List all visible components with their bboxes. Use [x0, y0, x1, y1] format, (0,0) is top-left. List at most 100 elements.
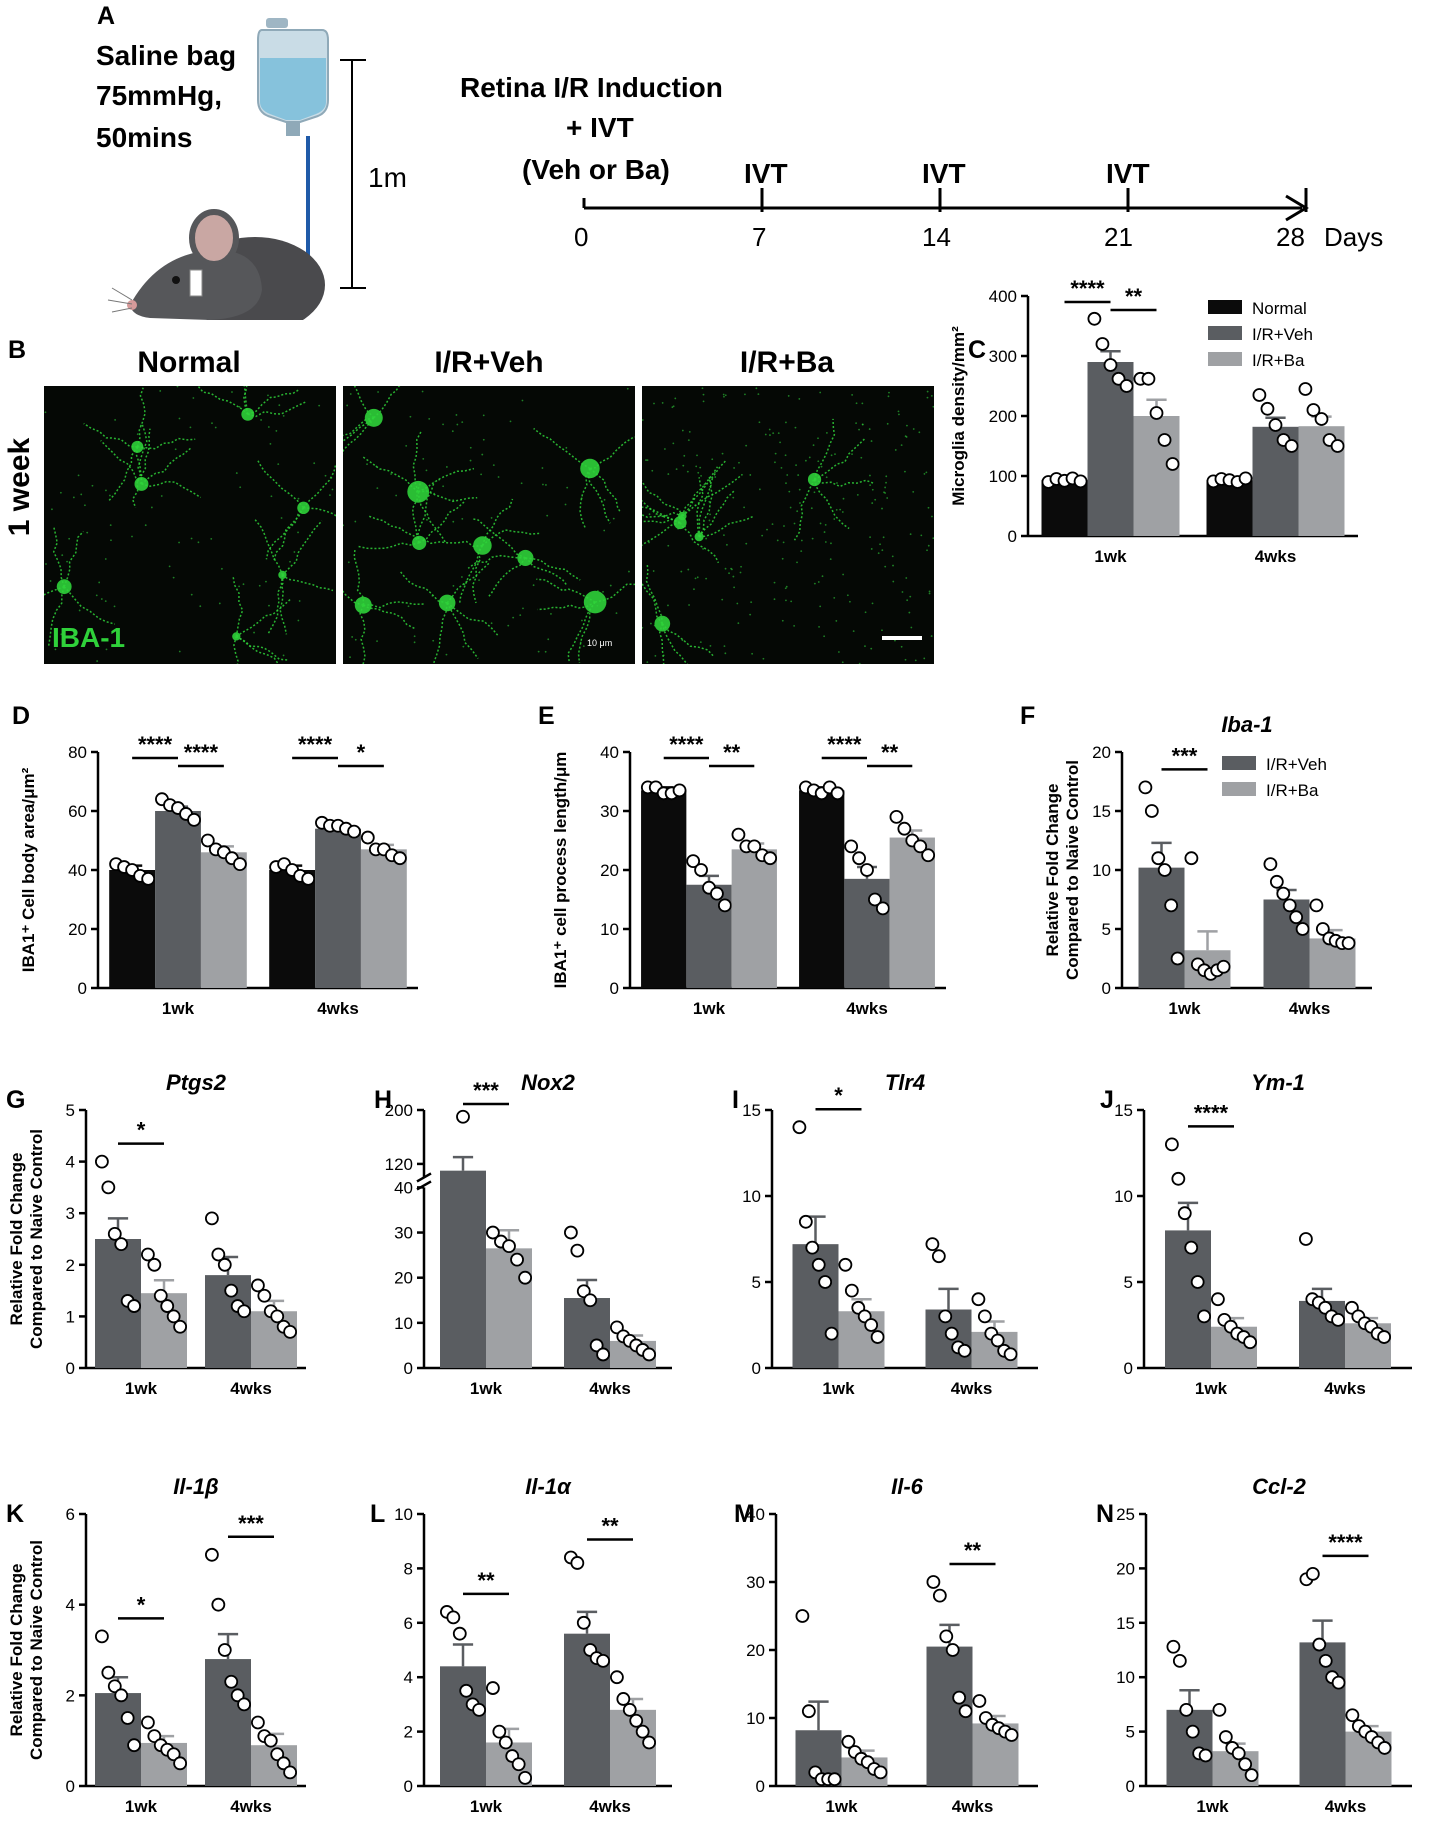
background-speck [887, 395, 890, 398]
data-point [498, 1735, 513, 1750]
significance-label: ** [601, 1514, 619, 1539]
background-speck [482, 414, 485, 417]
y-tick-label: 1 [66, 1307, 75, 1326]
background-speck [851, 394, 854, 396]
y-tick-label: 3 [66, 1204, 75, 1223]
microglia-soma [807, 472, 822, 487]
data-point [824, 1326, 839, 1341]
background-speck [920, 534, 923, 537]
background-speck [871, 502, 874, 504]
background-speck [842, 573, 845, 576]
timeline-tick-14: 14 [922, 222, 951, 252]
background-speck [238, 405, 241, 408]
background-speck [871, 602, 874, 605]
scale-bar-label: 10 μm [587, 638, 613, 648]
data-point [1141, 371, 1156, 386]
background-speck [819, 391, 822, 394]
background-speck [900, 645, 903, 648]
data-point [583, 1293, 598, 1308]
background-speck [694, 504, 697, 507]
background-speck [221, 567, 223, 570]
background-speck [837, 651, 840, 653]
background-speck [370, 421, 373, 424]
data-point [977, 1309, 992, 1324]
data-point [187, 812, 201, 827]
background-speck [910, 626, 913, 629]
background-speck [683, 454, 686, 457]
background-speck [930, 635, 933, 637]
background-speck [793, 624, 796, 627]
data-point [347, 824, 361, 839]
timeline-axis [582, 188, 1309, 222]
microglia-soma [56, 579, 72, 595]
chart-title: Ccl-2 [1252, 1474, 1307, 1499]
background-speck [331, 488, 334, 491]
data-point [818, 1275, 833, 1289]
background-speck [354, 638, 357, 641]
bag-label-line1: Saline bag [96, 40, 237, 71]
microglia-process [359, 604, 366, 664]
data-point [257, 1288, 272, 1303]
data-point [889, 810, 904, 824]
background-speck [785, 585, 788, 588]
x-tick-label: 1wk [825, 1797, 858, 1816]
microglia-process [813, 479, 850, 530]
background-speck [930, 395, 933, 397]
microglia-process [235, 635, 280, 664]
background-speck [886, 497, 889, 499]
y-tick-label: 15 [742, 1101, 761, 1120]
background-speck [190, 593, 193, 596]
data-point [1314, 412, 1329, 426]
background-speck [596, 604, 599, 607]
background-speck [462, 645, 465, 648]
background-speck [926, 549, 928, 552]
y-tick-label: 5 [752, 1273, 761, 1292]
background-speck [650, 622, 652, 625]
background-speck [926, 390, 929, 393]
background-speck [821, 575, 824, 578]
data-point [1095, 337, 1110, 351]
bar [641, 790, 687, 988]
background-speck [788, 490, 791, 493]
background-speck [324, 474, 327, 477]
background-speck [783, 525, 785, 527]
data-point [944, 1326, 959, 1341]
microglia-process [235, 635, 289, 661]
background-speck [74, 643, 76, 646]
background-speck [923, 473, 926, 475]
data-point [686, 854, 701, 869]
background-speck [582, 645, 585, 648]
background-speck [695, 465, 698, 468]
background-speck [728, 572, 730, 575]
y-tick-label: 0 [66, 1359, 75, 1378]
background-speck [409, 415, 412, 418]
data-point [609, 1320, 624, 1335]
background-speck [405, 444, 408, 447]
microglia-process [433, 602, 448, 664]
background-speck [438, 478, 441, 481]
legend-label: I/R+Veh [1252, 325, 1313, 344]
bar [1133, 416, 1180, 536]
microglia-process [579, 468, 591, 530]
background-speck [906, 424, 908, 427]
background-speck [667, 544, 670, 547]
data-point [1260, 401, 1275, 416]
background-speck [824, 541, 827, 543]
background-speck [870, 647, 873, 650]
data-point [1164, 898, 1179, 913]
data-point [939, 1629, 954, 1644]
bar [1206, 480, 1253, 536]
background-speck [268, 604, 270, 607]
data-point [270, 1309, 285, 1324]
y-tick-label: 10 [600, 920, 619, 939]
data-point [576, 1615, 591, 1630]
background-speck [785, 599, 787, 602]
background-speck [702, 547, 704, 550]
y-axis-label-line1: Relative Fold Change [7, 1564, 26, 1737]
microglia-soma [232, 632, 241, 641]
background-speck [78, 609, 81, 612]
background-speck [646, 661, 649, 664]
data-point [1309, 898, 1324, 913]
panel-letter: D [12, 702, 30, 730]
x-tick-label: 1wk [1168, 999, 1201, 1018]
